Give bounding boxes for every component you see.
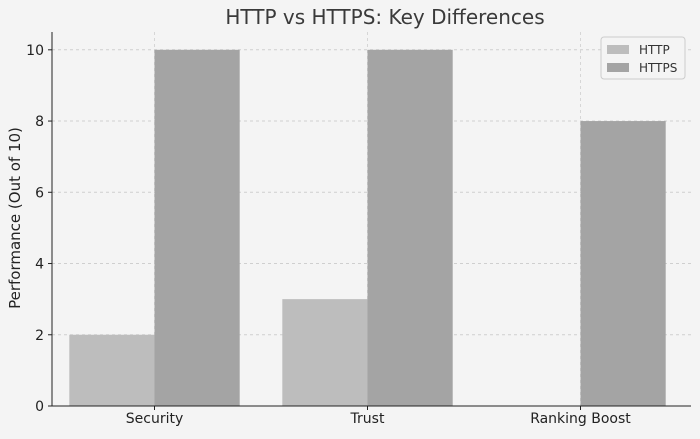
- y-axis-label: Performance (Out of 10): [6, 127, 24, 309]
- x-tick-label: Ranking Boost: [530, 411, 631, 427]
- legend-swatch: [607, 63, 629, 72]
- y-tick-label: 0: [35, 399, 44, 415]
- chart-title: HTTP vs HTTPS: Key Differences: [225, 5, 544, 29]
- bars-layer: [69, 49, 666, 407]
- legend-label: HTTPS: [639, 61, 677, 75]
- legend: HTTP HTTPS: [600, 36, 686, 80]
- bar-http-security: [69, 334, 155, 406]
- y-tick-label: 6: [35, 185, 44, 201]
- x-tick-label: Security: [126, 411, 184, 427]
- bar-https-trust: [367, 49, 453, 407]
- y-tick-label: 8: [35, 114, 44, 130]
- legend-label: HTTP: [639, 43, 670, 57]
- bar-https-ranking-boost: [580, 121, 666, 407]
- y-tick-label: 10: [26, 43, 44, 59]
- bar-https-security: [154, 49, 240, 407]
- x-tick-label: Trust: [350, 411, 385, 427]
- legend-swatch: [607, 45, 629, 54]
- bar-http-trust: [282, 299, 368, 406]
- y-tick-label: 2: [35, 328, 44, 344]
- y-tick-label: 4: [35, 257, 44, 273]
- axes-layer: 0 2 4 6 8 10 Security Trust Ranking Boost: [26, 32, 691, 427]
